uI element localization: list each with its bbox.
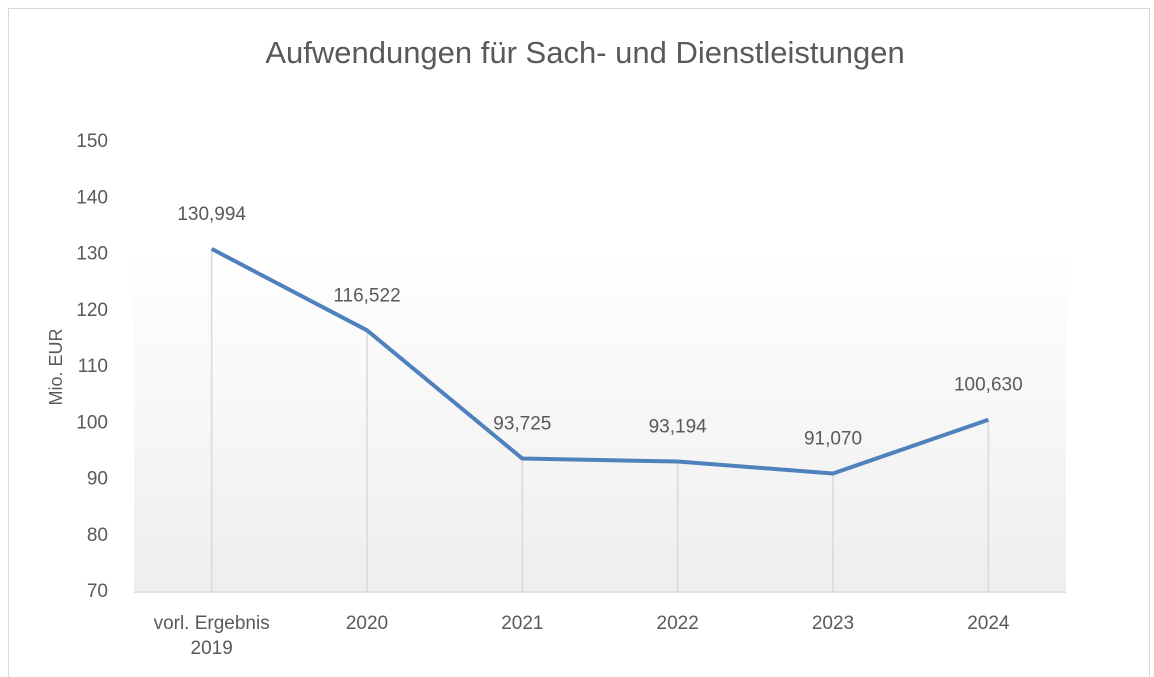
plot-background — [134, 250, 1066, 592]
y-tick-label: 70 — [87, 581, 108, 602]
x-tick-label: vorl. Ergebnis 2019 — [153, 613, 270, 659]
y-tick-label: 140 — [76, 187, 108, 208]
data-label: 91,070 — [804, 428, 862, 449]
data-label: 100,630 — [954, 375, 1023, 396]
y-tick-label: 110 — [78, 356, 108, 377]
data-label: 116,522 — [333, 285, 400, 306]
y-tick-label: 130 — [76, 244, 108, 265]
x-tick-label: 2023 — [811, 613, 855, 634]
chart-title: Aufwendungen für Sach- und Dienstleistun… — [265, 35, 904, 70]
y-tick-label: 100 — [76, 412, 108, 433]
data-label: 93,194 — [649, 417, 708, 438]
x-tick-label: 2022 — [656, 613, 699, 634]
y-axis-label: Mio. EUR — [46, 328, 66, 405]
y-tick-label: 150 — [76, 131, 108, 152]
x-tick-label: 2020 — [345, 613, 389, 634]
data-label: 93,725 — [493, 414, 551, 435]
y-tick-label: 80 — [87, 525, 108, 546]
chart-frame — [8, 8, 1150, 677]
data-label: 130,994 — [177, 204, 246, 225]
x-tick-label: 2021 — [501, 613, 544, 634]
y-tick-label: 90 — [87, 469, 108, 490]
y-tick-label: 120 — [76, 300, 108, 321]
line — [210, 247, 989, 476]
x-tick-label: 2024 — [967, 613, 1010, 634]
